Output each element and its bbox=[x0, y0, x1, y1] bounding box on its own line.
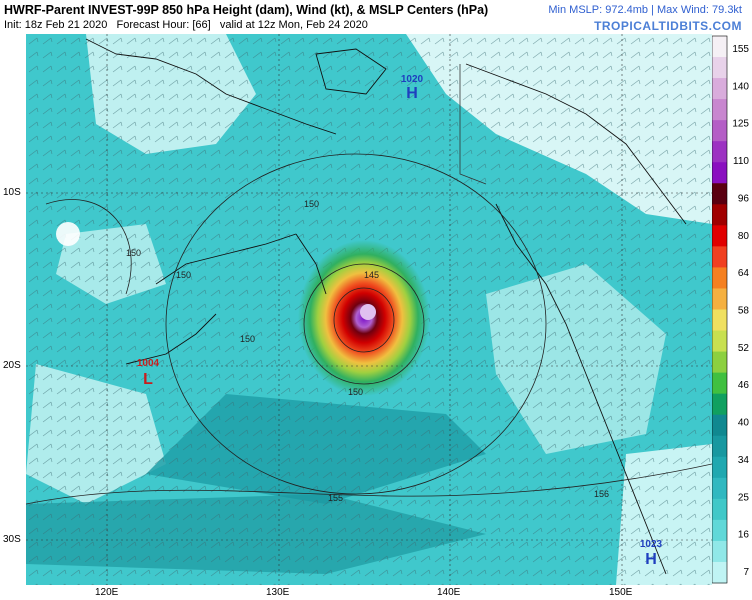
min-mslp: Min MSLP: 972.4mb bbox=[548, 4, 649, 16]
colorbar-swatch bbox=[712, 540, 727, 563]
colorbar-tick-label: 52 bbox=[738, 343, 750, 354]
lon-label: 130E bbox=[266, 587, 290, 598]
high-center-value: 1023 bbox=[640, 539, 663, 550]
wind-map: 150 150 150 150 150 145 155 156 1020 H 1… bbox=[26, 34, 712, 585]
contour-label: 145 bbox=[364, 270, 379, 280]
colorbar-swatch bbox=[712, 183, 727, 205]
colorbar-tick-label: 140 bbox=[732, 81, 749, 92]
colorbar-swatch bbox=[712, 162, 727, 184]
high-center-symbol: H bbox=[645, 551, 657, 568]
header: HWRF-Parent INVEST-99P 850 hPa Height (d… bbox=[0, 0, 752, 34]
lat-label: 30S bbox=[3, 534, 21, 545]
colorbar-swatch bbox=[712, 351, 727, 374]
colorbar-swatch bbox=[712, 330, 727, 353]
colorbar-swatch bbox=[712, 477, 727, 500]
colorbar-swatch bbox=[712, 78, 727, 100]
colorbar-tick-label: 25 bbox=[738, 492, 750, 503]
colorbar-tick-label: 58 bbox=[738, 306, 750, 317]
colorbar-swatch bbox=[712, 120, 727, 142]
colorbar-tick-label: 7 bbox=[743, 567, 749, 578]
colorbar-swatch bbox=[712, 57, 727, 79]
colorbar-swatch bbox=[712, 267, 727, 289]
map-subtitle: Init: 18z Feb 21 2020 Forecast Hour: [66… bbox=[4, 19, 368, 31]
lat-label: 10S bbox=[3, 187, 21, 198]
valid-time: valid at 12z Mon, Feb 24 2020 bbox=[219, 19, 368, 31]
lon-label: 140E bbox=[437, 587, 461, 598]
height-contours bbox=[26, 153, 712, 505]
high-center-value: 1020 bbox=[401, 74, 424, 85]
colorbar-swatch bbox=[712, 456, 727, 479]
max-wind: Max Wind: 79.3kt bbox=[657, 4, 742, 16]
colorbar-swatch bbox=[712, 141, 727, 163]
lat-label: 20S bbox=[3, 360, 21, 371]
colorbar-swatch bbox=[712, 99, 727, 121]
colorbar-swatch bbox=[712, 561, 727, 584]
forecast-hour: Forecast Hour: [66] bbox=[116, 19, 211, 31]
colorbar-tick-label: 40 bbox=[738, 418, 750, 429]
low-center-value: 1004 bbox=[137, 358, 160, 369]
colorbar-tick-label: 34 bbox=[738, 455, 750, 466]
contour-label: 150 bbox=[176, 270, 191, 280]
cyclone-eye bbox=[360, 304, 376, 320]
colorbar-tick-label: 80 bbox=[738, 231, 750, 242]
colorbar-tick-label: 155 bbox=[732, 44, 749, 55]
colorbar-tick-label: 16 bbox=[738, 530, 750, 541]
colorbar-tick-label: 110 bbox=[733, 156, 749, 167]
colorbar-swatch bbox=[712, 519, 727, 542]
contour-label: 150 bbox=[240, 334, 255, 344]
high-center-symbol: H bbox=[406, 85, 418, 102]
colorbar-swatch bbox=[712, 393, 727, 416]
contour-label: 150 bbox=[348, 387, 363, 397]
contour-label: 155 bbox=[328, 493, 343, 503]
colorbar-tick-label: 46 bbox=[738, 380, 750, 391]
colorbar-tick-label: 64 bbox=[738, 268, 750, 279]
border bbox=[459, 64, 487, 185]
gridlines bbox=[26, 34, 712, 585]
colorbar-swatch bbox=[712, 435, 727, 458]
colorbar-swatch bbox=[712, 246, 727, 268]
colorbar-tick-label: 96 bbox=[738, 193, 750, 204]
init-time: Init: 18z Feb 21 2020 bbox=[4, 19, 108, 31]
colorbar-swatch bbox=[712, 372, 727, 395]
low-center-symbol: L bbox=[143, 371, 153, 388]
wind-colorbar: 155 140 125 110 96 80 64 58 52 46 40 34 25 16 7 bbox=[712, 35, 750, 584]
colorbar-swatch bbox=[712, 204, 727, 226]
contour-label: 156 bbox=[594, 489, 609, 499]
colorbar-frame bbox=[712, 35, 728, 584]
contour-label: 150 bbox=[126, 248, 141, 258]
stats-line: Min MSLP: 972.4mb | Max Wind: 79.3kt bbox=[548, 4, 742, 16]
west-vortex bbox=[56, 222, 80, 246]
site-credit: TROPICALTIDBITS.COM bbox=[594, 19, 742, 33]
contour-label: 150 bbox=[304, 199, 319, 209]
lon-label: 120E bbox=[95, 587, 119, 598]
colorbar-swatch bbox=[712, 498, 727, 521]
colorbar-swatch bbox=[712, 414, 727, 437]
colorbar-swatch bbox=[712, 225, 727, 247]
lon-label: 150E bbox=[609, 587, 633, 598]
colorbar-swatch bbox=[712, 36, 727, 58]
colorbar-swatch bbox=[712, 309, 727, 332]
colorbar-swatch bbox=[712, 288, 727, 310]
colorbar-tick-label: 125 bbox=[732, 119, 749, 130]
map-title: HWRF-Parent INVEST-99P 850 hPa Height (d… bbox=[4, 3, 489, 17]
